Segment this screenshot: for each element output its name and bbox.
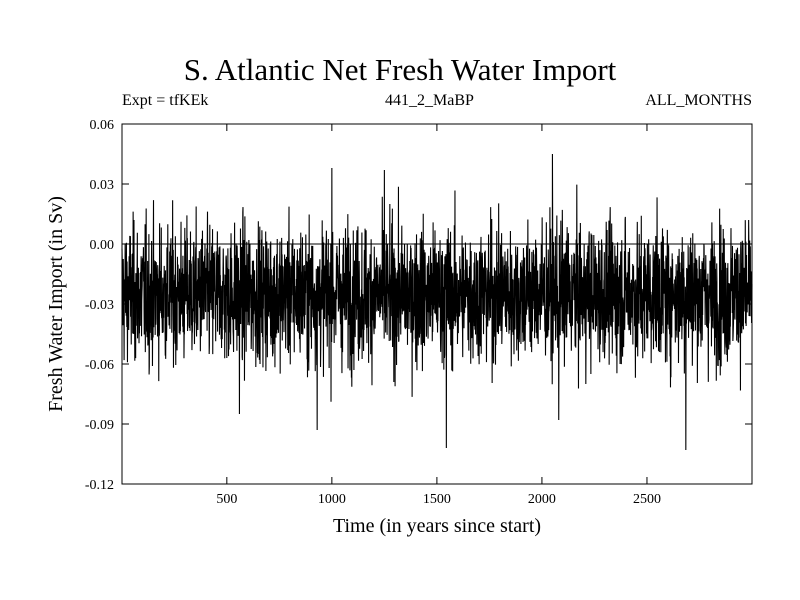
y-tick-label: 0.00 xyxy=(90,238,115,253)
y-axis-label: Fresh Water Import (in Sv) xyxy=(45,196,67,412)
subtitle-months: ALL_MONTHS xyxy=(645,92,752,109)
subtitle-run: 441_2_MaBP xyxy=(385,92,474,109)
x-tick-label: 500 xyxy=(216,492,237,507)
y-tick-label: -0.09 xyxy=(85,418,114,433)
y-tick-label: -0.03 xyxy=(85,298,114,313)
x-axis-label: Time (in years since start) xyxy=(333,515,541,537)
x-tick-label: 2000 xyxy=(528,492,556,507)
ticks-layer: 500 1000 1500 2000 2500 -0.12 -0.09 -0.06 -0.03 0… xyxy=(85,118,752,507)
y-tick-label: 0.06 xyxy=(90,118,115,133)
x-tick-label: 2500 xyxy=(633,492,661,507)
y-tick-label: -0.12 xyxy=(85,478,114,493)
subtitle-experiment: Expt = tfKEk xyxy=(122,92,209,109)
y-tick-label: -0.06 xyxy=(85,358,114,373)
series-line xyxy=(121,153,753,451)
y-tick-label: 0.03 xyxy=(90,178,115,193)
series-layer xyxy=(121,153,753,451)
chart-title: S. Atlantic Net Fresh Water Import xyxy=(183,52,617,87)
x-tick-label: 1000 xyxy=(318,492,346,507)
x-tick-label: 1500 xyxy=(423,492,451,507)
